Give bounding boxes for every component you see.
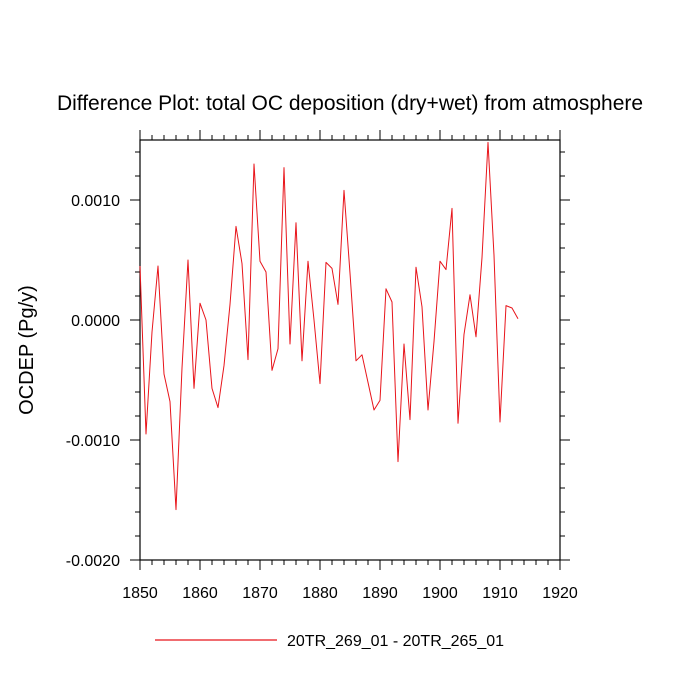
y-axis-label: OCDEP (Pg/y) [16, 285, 38, 415]
x-tick-label: 1870 [242, 585, 278, 602]
x-tick-label: 1920 [542, 585, 578, 602]
x-tick-label: 1850 [122, 585, 158, 602]
legend-label: 20TR_269_01 - 20TR_265_01 [287, 633, 504, 650]
y-tick-label: -0.0020 [66, 553, 120, 570]
y-tick-label: -0.0010 [66, 433, 120, 450]
x-tick-label: 1860 [182, 585, 218, 602]
chart-title: Difference Plot: total OC deposition (dr… [57, 92, 643, 115]
x-tick-label: 1900 [422, 585, 458, 602]
series-line [139, 141, 519, 511]
y-axis: -0.0020 -0.0010 0.0000 0.0010 [66, 151, 570, 570]
y-tick-label: 0.0010 [71, 193, 120, 210]
plot-border [139, 139, 561, 561]
x-tick-label: 1910 [482, 585, 518, 602]
series-group [139, 141, 519, 511]
x-tick-label: 1890 [362, 585, 398, 602]
plot-area [139, 139, 561, 561]
legend: 20TR_269_01 - 20TR_265_01 [155, 633, 504, 650]
x-axis: 1850 1860 1870 1880 1890 1900 1910 1920 [122, 130, 578, 602]
y-tick-label: 0.0000 [71, 313, 120, 330]
x-tick-label: 1880 [302, 585, 338, 602]
